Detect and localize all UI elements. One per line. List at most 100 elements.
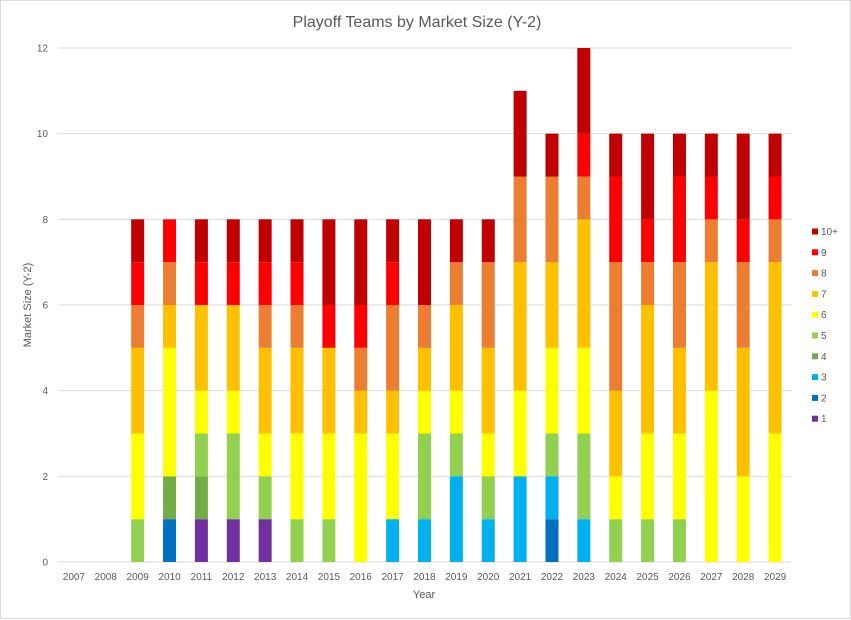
- x-tick-label: 2012: [222, 572, 245, 583]
- bar-segment: [418, 347, 431, 391]
- bar-segment: [290, 219, 304, 263]
- bar-segment: [641, 519, 655, 562]
- x-tick-label: 2027: [700, 572, 723, 583]
- bar-segment: [736, 476, 750, 562]
- x-tick-label: 2019: [445, 572, 468, 583]
- bar-segment: [194, 262, 208, 305]
- legend-label: 3: [821, 373, 827, 384]
- bar-segment: [449, 476, 463, 562]
- bar-segment: [290, 305, 304, 348]
- bar-segment: [768, 176, 782, 220]
- bar-segment: [131, 433, 145, 520]
- bar-segment: [609, 262, 623, 391]
- bar-segment: [481, 519, 495, 562]
- bar-segment: [418, 305, 431, 348]
- bar-segment: [131, 305, 145, 348]
- bar-segment: [513, 476, 527, 562]
- bar-segment: [163, 262, 177, 305]
- bar-segment: [290, 519, 304, 562]
- bar-segment: [672, 519, 686, 562]
- bar-segment: [226, 219, 240, 263]
- bar-segment: [609, 133, 623, 177]
- bar-segment: [386, 519, 400, 562]
- bar-segment: [704, 176, 718, 220]
- y-tick-label: 0: [42, 558, 48, 569]
- bar-segment: [290, 433, 304, 520]
- legend-label: 4: [821, 352, 827, 363]
- bar-segment: [577, 176, 591, 220]
- legend-label: 7: [821, 289, 827, 300]
- bar-segment: [736, 219, 750, 263]
- bar-segment: [545, 133, 559, 177]
- x-tick-label: 2008: [95, 572, 118, 583]
- bar-segment: [258, 219, 272, 263]
- x-tick-label: 2026: [668, 572, 691, 583]
- bar-segment: [354, 305, 368, 348]
- bar-segment: [418, 219, 431, 305]
- bar-segment: [577, 219, 591, 348]
- y-tick-label: 6: [42, 301, 48, 312]
- legend-label: 6: [821, 310, 827, 321]
- bar-segment: [418, 433, 431, 520]
- legend: 10+ 9 8 7 6 5 4 3 2 1: [812, 227, 838, 425]
- bar-segment: [609, 476, 623, 520]
- bar-segment: [672, 133, 686, 177]
- bar-segment: [641, 262, 655, 305]
- x-tick-label: 2029: [764, 572, 787, 583]
- bar-segment: [163, 519, 177, 562]
- bar-segment: [226, 519, 240, 562]
- y-tick-label: 4: [42, 386, 48, 397]
- x-tick-label: 2016: [350, 572, 373, 583]
- y-axis-title: Market Size (Y-2): [22, 263, 34, 348]
- bar-segment: [290, 347, 304, 434]
- bar-segment: [194, 519, 208, 562]
- legend-label: 5: [821, 331, 827, 342]
- legend-swatch: [812, 311, 818, 318]
- x-axis: 2007 2008 2009 2010 2011 2012 2013 2014 2015 2016…: [63, 572, 787, 583]
- bar-segment: [258, 476, 272, 520]
- x-tick-label: 2017: [382, 572, 405, 583]
- legend-label: 8: [821, 269, 827, 280]
- bar-segment: [322, 433, 336, 520]
- bar-segment: [736, 133, 750, 220]
- bar-segment: [386, 390, 400, 434]
- bar-segment: [131, 519, 145, 562]
- bars: [131, 48, 782, 562]
- bar-segment: [226, 262, 240, 305]
- x-tick-label: 2015: [318, 572, 341, 583]
- bar-segment: [194, 305, 208, 391]
- x-tick-label: 2020: [477, 572, 500, 583]
- bar-segment: [545, 262, 559, 348]
- legend-swatch: [812, 249, 818, 256]
- y-tick-label: 8: [42, 215, 48, 226]
- x-tick-label: 2021: [509, 572, 532, 583]
- bar-segment: [418, 519, 431, 562]
- bar-segment: [258, 305, 272, 348]
- bar-segment: [672, 262, 686, 348]
- bar-segment: [449, 219, 463, 263]
- bar-segment: [163, 476, 177, 520]
- bar-segment: [481, 219, 495, 263]
- bar-segment: [672, 347, 686, 434]
- bar-segment: [736, 262, 750, 348]
- bar-segment: [768, 433, 782, 562]
- x-axis-title: Year: [413, 589, 436, 601]
- bar-segment: [131, 219, 145, 263]
- bar-segment: [513, 390, 527, 477]
- bar-segment: [768, 133, 782, 177]
- bar-segment: [386, 305, 400, 391]
- bar-segment: [322, 347, 336, 434]
- legend-swatch: [812, 270, 818, 277]
- bar-segment: [418, 390, 431, 434]
- legend-swatch: [812, 394, 818, 401]
- legend-swatch: [812, 332, 818, 339]
- bar-segment: [768, 262, 782, 434]
- y-tick-label: 10: [37, 129, 49, 140]
- y-axis: 0 2 4 6 8 10 12: [37, 44, 49, 569]
- legend-swatch: [812, 415, 818, 422]
- bar-segment: [194, 219, 208, 263]
- bar-segment: [290, 262, 304, 305]
- x-tick-label: 2014: [286, 572, 309, 583]
- bar-segment: [704, 390, 718, 562]
